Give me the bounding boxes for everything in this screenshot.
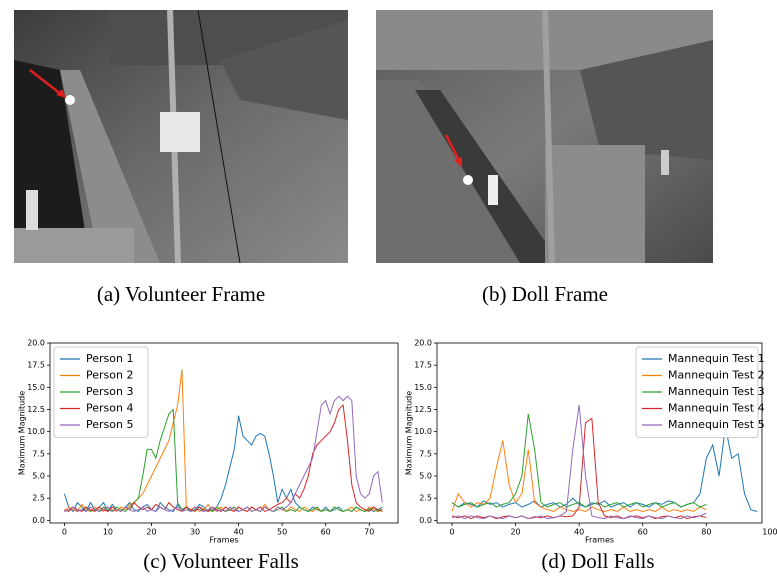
y-tick-label: 10.0 bbox=[414, 427, 432, 436]
legend-label: Person 5 bbox=[86, 418, 133, 431]
x-tick-label: 20 bbox=[146, 528, 156, 537]
y-tick-label: 2.5 bbox=[32, 494, 45, 503]
y-tick-label: 0.0 bbox=[32, 516, 45, 525]
chart-caption: (d) Doll Falls bbox=[541, 549, 654, 573]
y-tick-label: 15.0 bbox=[414, 383, 432, 392]
y-tick-label: 15.0 bbox=[27, 383, 45, 392]
legend-label: Person 2 bbox=[86, 369, 133, 382]
y-tick-label: 20.0 bbox=[27, 339, 45, 348]
y-tick-label: 20.0 bbox=[414, 339, 432, 348]
figure-caption: (a) Volunteer Frame bbox=[97, 282, 265, 306]
x-tick-label: 60 bbox=[321, 528, 331, 537]
figure-caption: (b) Doll Frame bbox=[482, 282, 608, 306]
x-tick-label: 30 bbox=[190, 528, 200, 537]
data-line bbox=[452, 427, 757, 511]
x-tick-label: 50 bbox=[277, 528, 287, 537]
y-tick-label: 5.0 bbox=[419, 472, 432, 481]
y-tick-label: 2.5 bbox=[419, 494, 432, 503]
legend-label: Mannequin Test 4 bbox=[668, 402, 765, 415]
x-tick-label: 40 bbox=[574, 528, 584, 537]
legend-label: Mannequin Test 3 bbox=[668, 385, 765, 398]
y-tick-label: 12.5 bbox=[414, 405, 432, 414]
x-tick-label: 0 bbox=[62, 528, 67, 537]
x-tick-label: 70 bbox=[364, 528, 374, 537]
legend-label: Mannequin Test 1 bbox=[668, 352, 765, 365]
y-tick-label: 12.5 bbox=[27, 405, 45, 414]
y-tick-label: 7.5 bbox=[419, 449, 432, 458]
x-tick-label: 60 bbox=[638, 528, 648, 537]
legend-label: Person 1 bbox=[86, 352, 133, 365]
x-tick-label: 80 bbox=[701, 528, 711, 537]
doll-frame-image bbox=[376, 10, 713, 263]
x-tick-label: 20 bbox=[510, 528, 520, 537]
chart-caption: (c) Volunteer Falls bbox=[143, 549, 299, 573]
x-axis-label: Frames bbox=[585, 536, 614, 545]
volunteer-frame-image bbox=[14, 10, 348, 263]
legend-label: Mannequin Test 5 bbox=[668, 418, 765, 431]
y-tick-label: 17.5 bbox=[27, 361, 45, 370]
x-axis-label: Frames bbox=[209, 536, 238, 545]
legend-label: Person 4 bbox=[86, 402, 133, 415]
legend-label: Mannequin Test 2 bbox=[668, 369, 765, 382]
x-tick-label: 100 bbox=[762, 528, 777, 537]
figure-page: (a) Volunteer Frame (b) Doll Frame 0.0 2.… bbox=[0, 0, 777, 578]
y-tick-label: 0.0 bbox=[419, 516, 432, 525]
legend-label: Person 3 bbox=[86, 385, 133, 398]
x-tick-label: 10 bbox=[103, 528, 113, 537]
y-tick-label: 17.5 bbox=[414, 361, 432, 370]
y-tick-label: 5.0 bbox=[32, 472, 45, 481]
y-tick-label: 10.0 bbox=[27, 427, 45, 436]
y-axis-label: Maximum Magnitude bbox=[18, 391, 27, 475]
x-tick-label: 0 bbox=[449, 528, 454, 537]
y-axis-label: Maximum Magnitude bbox=[405, 391, 414, 475]
y-tick-label: 7.5 bbox=[32, 449, 45, 458]
